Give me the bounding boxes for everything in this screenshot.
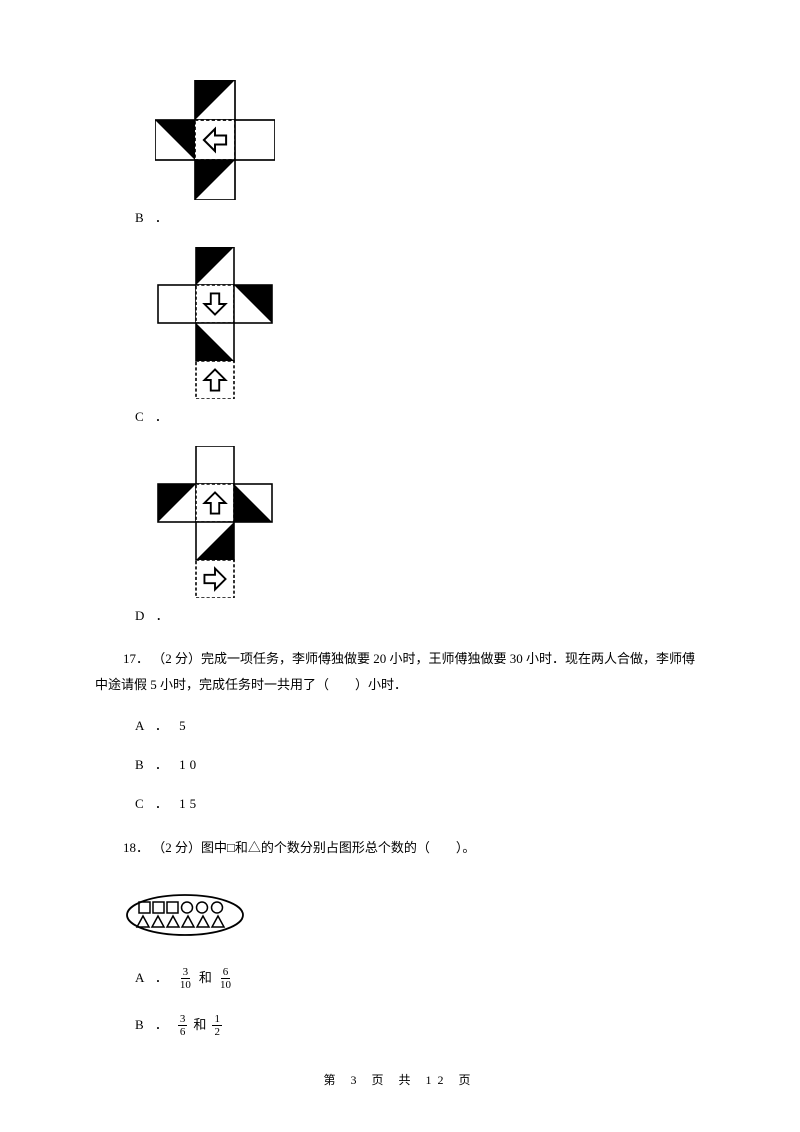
shapes-oval [125,893,245,937]
cube-net-c [155,247,275,399]
cube-net-d [155,446,275,598]
option-b-label: B ． [135,208,705,229]
q17-option-a: A ． 5 [135,716,705,737]
fraction-1-2: 1 2 [212,1013,222,1038]
q18-b-mid: 和 [193,1015,206,1036]
option-d-label: D ． [135,606,705,627]
q17-option-b: B ． 10 [135,755,705,776]
page-footer: 第 3 页 共 12 页 [0,1071,800,1090]
q18-a-mid: 和 [199,968,212,989]
option-c-label: C ． [135,407,705,428]
fraction-3-10: 3 10 [178,966,193,991]
fraction-6-10: 6 10 [218,966,233,991]
question-18: 18． （2 分）图中□和△的个数分别占图形总个数的（ ）。 [95,835,705,861]
q18-option-a: A ． 3 10 和 6 10 [135,966,705,991]
q18-a-prefix: A ． [135,968,172,989]
q17-option-c: C ． 15 [135,794,705,815]
cube-net-b [155,80,275,200]
fraction-3-6: 3 6 [178,1013,188,1038]
q18-b-prefix: B ． [135,1015,172,1036]
q18-option-b: B ． 3 6 和 1 2 [135,1013,705,1038]
question-17: 17． （2 分）完成一项任务，李师傅独做要 20 小时，王师傅独做要 30 小… [95,646,705,698]
